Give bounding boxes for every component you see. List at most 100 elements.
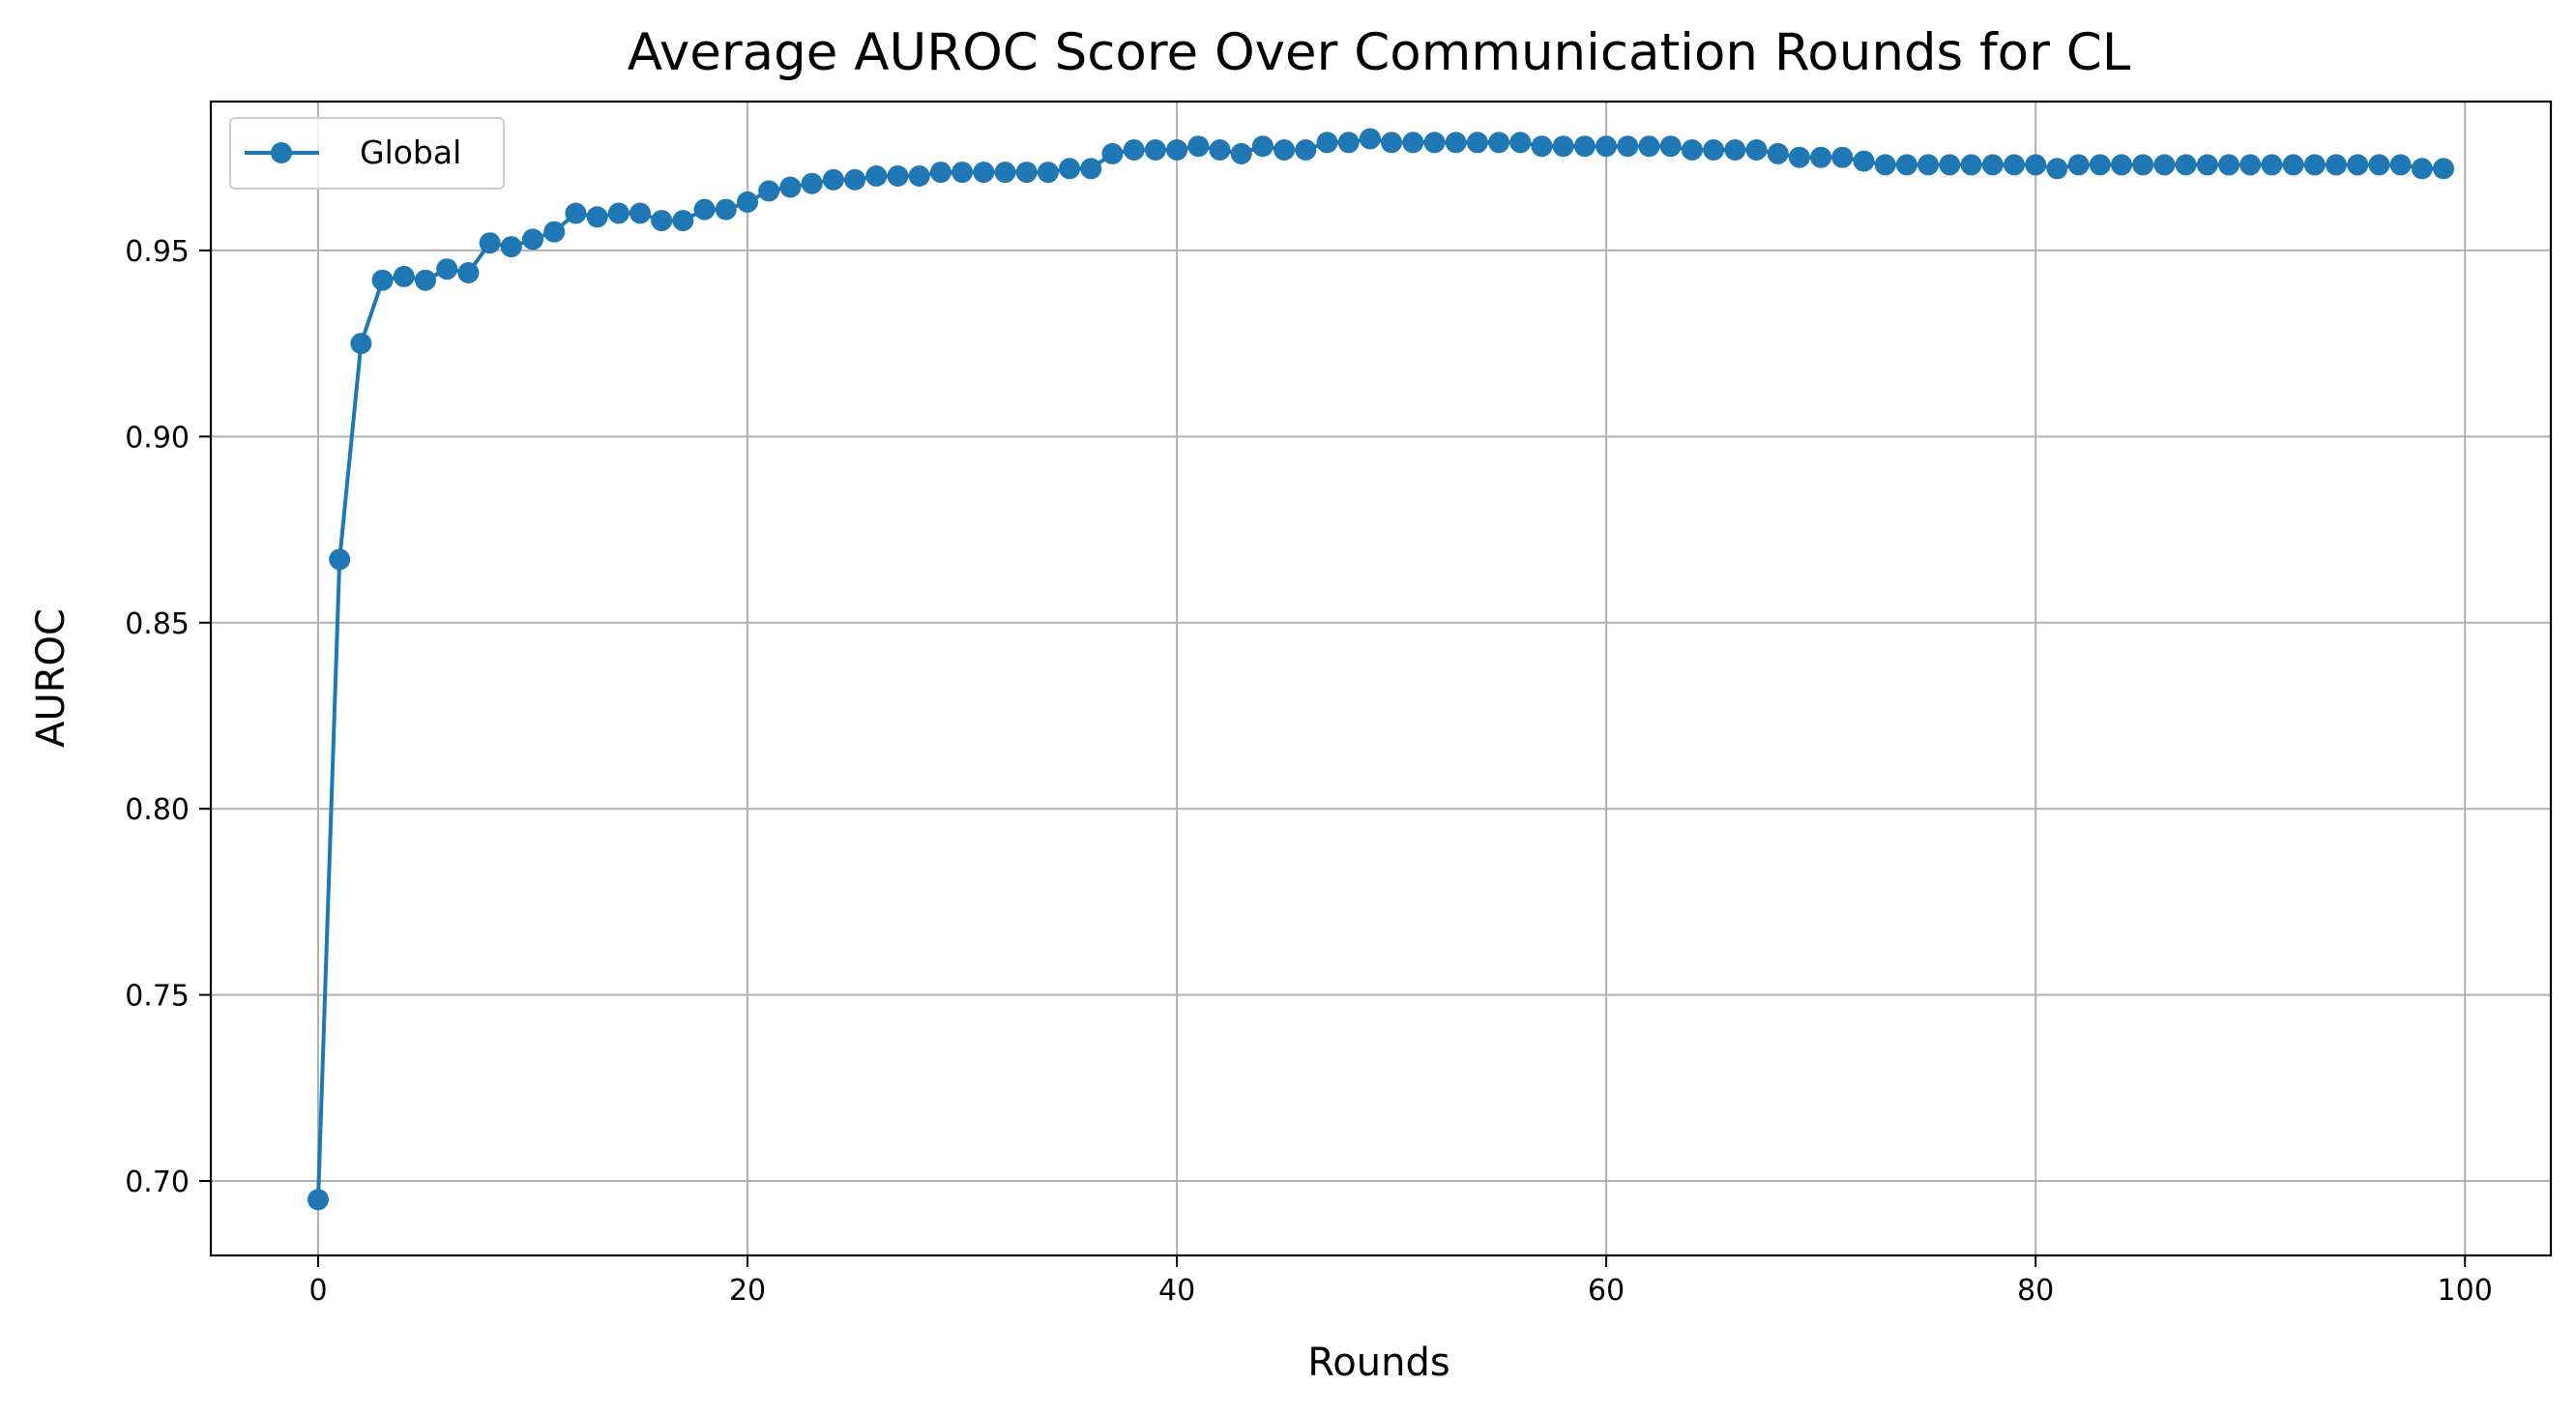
data-point (1445, 132, 1467, 154)
data-point (1209, 139, 1231, 161)
data-point (929, 162, 951, 184)
data-point (2089, 154, 2111, 176)
data-point (737, 191, 758, 213)
data-point (1788, 146, 1810, 168)
data-point (758, 180, 780, 202)
data-point (565, 202, 587, 224)
data-point (2389, 154, 2412, 176)
data-point (693, 198, 716, 221)
data-point (1488, 132, 1510, 154)
grid (211, 102, 2551, 1255)
data-point (2004, 154, 2025, 176)
x-tick-label: 20 (729, 1274, 766, 1308)
data-point (651, 210, 673, 232)
data-point (1123, 139, 1145, 161)
data-point (2368, 154, 2390, 176)
data-point (415, 269, 436, 291)
data-point (2261, 154, 2283, 176)
data-point (1552, 135, 1574, 158)
data-point (1316, 132, 1338, 154)
data-point (1960, 154, 1982, 176)
data-point (1703, 139, 1725, 161)
data-point (1059, 158, 1081, 180)
data-point (2175, 154, 2197, 176)
data-point (1745, 139, 1768, 161)
data-point (2218, 154, 2239, 176)
y-axis-title: AUROC (29, 608, 73, 748)
data-point (2046, 158, 2068, 180)
data-point (1917, 154, 1940, 176)
data-point (1187, 135, 1210, 158)
data-point (715, 198, 737, 221)
series-layer (307, 128, 2454, 1211)
data-point (2153, 154, 2176, 176)
y-tick-label: 0.85 (125, 607, 190, 641)
data-point (1681, 139, 1703, 161)
data-point (479, 232, 501, 254)
data-point (1638, 135, 1660, 158)
x-tick-label: 40 (1158, 1274, 1195, 1308)
data-point (522, 228, 543, 251)
data-point (2282, 154, 2304, 176)
series-line (316, 136, 2444, 1200)
data-point (1853, 150, 1875, 172)
x-axis: 0 20 40 60 80 100 (308, 1255, 2493, 1308)
data-point (1230, 142, 1252, 164)
data-point (2067, 154, 2090, 176)
data-point (457, 262, 480, 283)
data-point (1101, 142, 1124, 164)
data-point (1015, 162, 1038, 184)
data-point (1080, 158, 1102, 180)
data-point (1251, 135, 1273, 158)
data-point (371, 269, 394, 291)
data-point (1831, 146, 1854, 168)
data-point (1531, 135, 1553, 158)
data-point (1595, 135, 1618, 158)
data-point (2347, 154, 2369, 176)
data-point (1617, 135, 1639, 158)
data-point (1144, 139, 1166, 161)
data-point (607, 202, 629, 224)
data-point (629, 202, 651, 224)
legend: Global (229, 117, 505, 190)
data-point (2411, 158, 2433, 180)
data-point (2303, 154, 2326, 176)
data-point (2326, 154, 2347, 176)
y-tick-label: 0.90 (125, 421, 190, 455)
data-point (2132, 154, 2154, 176)
data-point (2239, 154, 2262, 176)
y-tick-label: 0.75 (125, 980, 190, 1014)
x-axis-title: Rounds (1307, 1341, 1449, 1385)
legend-marker (271, 142, 292, 163)
data-point (1724, 139, 1746, 161)
data-point (801, 172, 823, 194)
data-point (1895, 154, 1917, 176)
y-tick-label: 0.80 (125, 793, 190, 827)
y-tick-label: 0.70 (125, 1165, 190, 1199)
data-point (1939, 154, 1961, 176)
data-point (393, 265, 415, 287)
data-point (1466, 132, 1488, 154)
data-point (1273, 139, 1296, 161)
legend-label: Global (360, 133, 461, 171)
data-point (1295, 139, 1317, 161)
data-point (350, 333, 372, 355)
data-point (2196, 154, 2218, 176)
data-point (500, 236, 522, 258)
data-point (908, 165, 930, 187)
data-point (2433, 158, 2454, 180)
data-point (1810, 146, 1832, 168)
data-point (779, 176, 802, 198)
data-point (1423, 132, 1446, 154)
data-point (1337, 132, 1360, 154)
data-point (1981, 154, 2004, 176)
data-point (1166, 139, 1188, 161)
data-point (1037, 162, 1059, 184)
x-tick-label: 80 (2017, 1274, 2054, 1308)
data-point (543, 221, 566, 243)
data-point (951, 162, 974, 184)
data-point (822, 168, 844, 191)
data-point (2111, 154, 2132, 176)
plot-frame (209, 100, 2553, 1257)
data-point (1402, 132, 1424, 154)
